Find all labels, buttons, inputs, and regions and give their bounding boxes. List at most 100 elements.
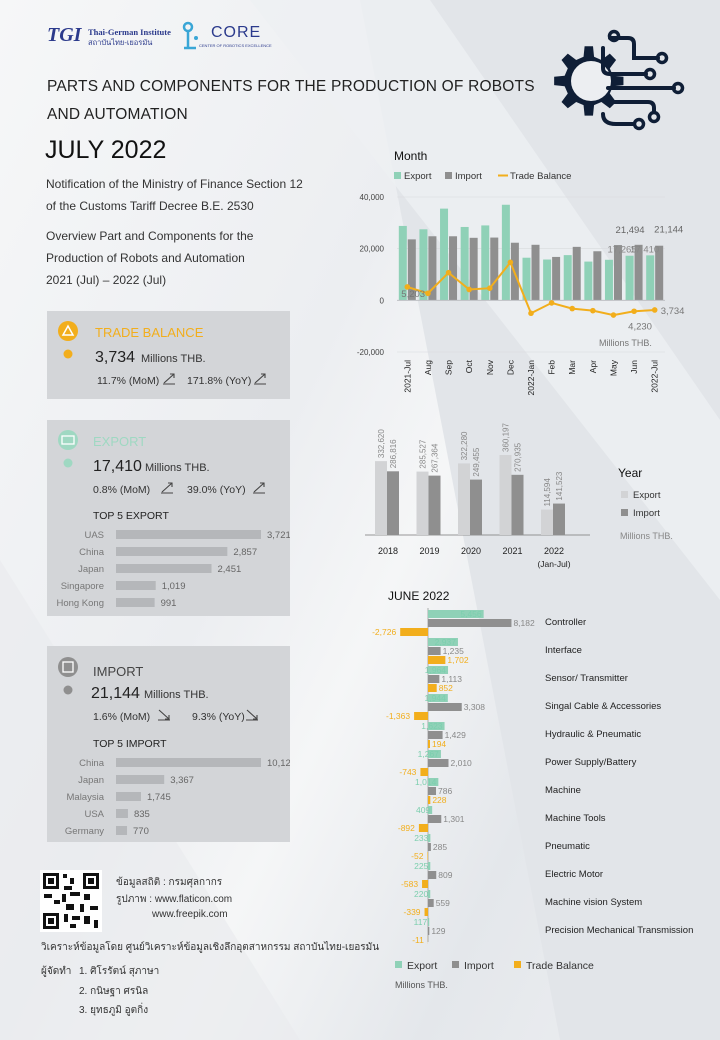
legend-swatch	[452, 961, 459, 968]
top5-value-label: 2,857	[233, 547, 257, 558]
import-value-label: 1,301	[443, 814, 465, 824]
export-value: 17,410	[93, 458, 142, 475]
trade-balance-bar	[428, 656, 446, 664]
trade-balance-unit: Millions THB.	[141, 353, 206, 365]
import-value-label: 285	[433, 842, 447, 852]
export-value-label: 322,280	[460, 431, 469, 460]
category-label: Sensor/ Transmitter	[545, 673, 628, 684]
trade-balance-bar	[428, 796, 431, 804]
gear-circuit-icon	[554, 29, 685, 131]
core-robot-arm-icon	[182, 21, 198, 50]
x-tick-label: 2020	[461, 546, 481, 556]
import-icon	[58, 657, 78, 695]
x-tick-label: Dec	[505, 359, 515, 375]
trade-balance-label: -52	[411, 851, 424, 861]
import-bar	[553, 503, 565, 535]
x-tick-label: 2022-Jul	[650, 360, 660, 393]
export-bar	[428, 834, 431, 842]
import-unit: Millions THB.	[144, 689, 209, 701]
y-tick-label: 40,000	[360, 193, 385, 202]
top5-country-label: China	[79, 758, 105, 769]
export-bar	[428, 806, 433, 814]
export-bar	[419, 229, 428, 301]
x-tick-label: 2018	[378, 546, 398, 556]
top5-bar	[116, 581, 156, 590]
import-bar	[428, 899, 434, 907]
import-value: 21,144	[91, 685, 140, 702]
import-bar	[387, 471, 399, 535]
import-bar	[655, 245, 664, 301]
core-subtitle: CENTER OF ROBOTICS EXCELLENCE	[199, 43, 272, 48]
import-value-label: 1,113	[441, 674, 462, 684]
notification-line1: Notification of the Ministry of Finance …	[46, 177, 303, 191]
trade-balance-label: -11	[412, 935, 424, 945]
export-yoy: 39.0% (YoY)	[187, 484, 246, 496]
import-mom: 1.6% (MoM)	[93, 711, 151, 723]
top5-value-label: 991	[161, 598, 177, 609]
export-value-label: 1,964	[425, 665, 447, 675]
import-value-label: 2,010	[451, 758, 473, 768]
import-value-label: 786	[438, 786, 452, 796]
import-bar	[572, 246, 581, 301]
x-tick-label: 2022	[544, 546, 564, 556]
june-products-chart: JUNE 2022 5,456 8,182 -2,726 Controller 2,937…	[372, 589, 693, 990]
import-bar	[428, 647, 441, 655]
export-value-label: 17,410	[630, 244, 659, 255]
top5-value-label: 1,019	[162, 581, 186, 592]
top5-country-label: Singapore	[61, 581, 104, 592]
import-bar	[428, 871, 437, 879]
author-1: 1. ศิโรรัตน์ สุภาษา	[79, 966, 160, 977]
export-bar	[428, 722, 445, 730]
top5-export-chart: UAS 3,721 China 2,857 Japan 2,451 Singapore 1,0…	[56, 530, 290, 609]
x-tick-label: May	[608, 359, 618, 376]
x-tick-label: Jun	[629, 360, 639, 374]
category-label: Interface	[545, 645, 582, 656]
x-tick-sub-label: (Jan-Jul)	[537, 559, 570, 569]
june-chart-title: JUNE 2022	[388, 589, 450, 603]
export-bar	[398, 225, 407, 301]
export-card	[47, 420, 290, 616]
overview-line2: Production of Robots and Automation	[46, 251, 245, 265]
trade-balance-label: 194	[432, 739, 446, 749]
export-bar	[584, 261, 593, 301]
top5-country-label: USA	[84, 809, 104, 820]
top5-country-label: China	[79, 547, 105, 558]
legend-swatch	[395, 961, 402, 968]
trend-down-icon	[158, 709, 170, 721]
category-label: Precision Mechanical Transmission	[545, 925, 693, 936]
import-value-label: 3,308	[464, 702, 486, 712]
core-logo: CORE	[211, 24, 262, 41]
category-label: Hydraulic & Pneumatic	[545, 729, 641, 740]
trade-balance-value: 3,734	[95, 349, 136, 366]
monthly-chart-title: Month	[394, 149, 427, 163]
import-bar	[428, 619, 512, 627]
trade-balance-label: -583	[401, 879, 418, 889]
export-value-label: 285,527	[419, 439, 428, 468]
tgi-logo: TGI	[47, 24, 82, 46]
trade-balance-title: TRADE BALANCE	[95, 325, 204, 340]
top5-value-label: 770	[133, 826, 149, 837]
trade-balance-label: 1,702	[447, 655, 469, 665]
top5-bar	[116, 758, 261, 767]
import-value-label: 809	[438, 870, 452, 880]
export-bar	[543, 259, 552, 301]
export-bar	[646, 255, 655, 301]
export-bar	[522, 257, 531, 301]
category-label: Machine Tools	[545, 813, 606, 824]
y-tick-label: 20,000	[360, 245, 385, 254]
export-bar	[428, 862, 431, 870]
trade-balance-label: 852	[439, 683, 453, 693]
category-label: Machine	[545, 785, 581, 796]
import-value-label: 559	[436, 898, 450, 908]
trade-balance-point	[445, 269, 452, 276]
top5-import-title: TOP 5 IMPORT	[93, 738, 167, 750]
category-label: Singal Cable & Accessories	[545, 701, 661, 712]
x-tick-label: 2019	[419, 546, 439, 556]
export-value-label: 1,014	[415, 777, 437, 787]
trade-balance-point	[631, 308, 637, 315]
top5-bar	[116, 792, 141, 801]
legend-swatch	[394, 172, 401, 179]
trend-up-icon	[163, 373, 175, 385]
trade-balance-point	[548, 300, 555, 306]
export-value-label: 1,623	[421, 721, 443, 731]
